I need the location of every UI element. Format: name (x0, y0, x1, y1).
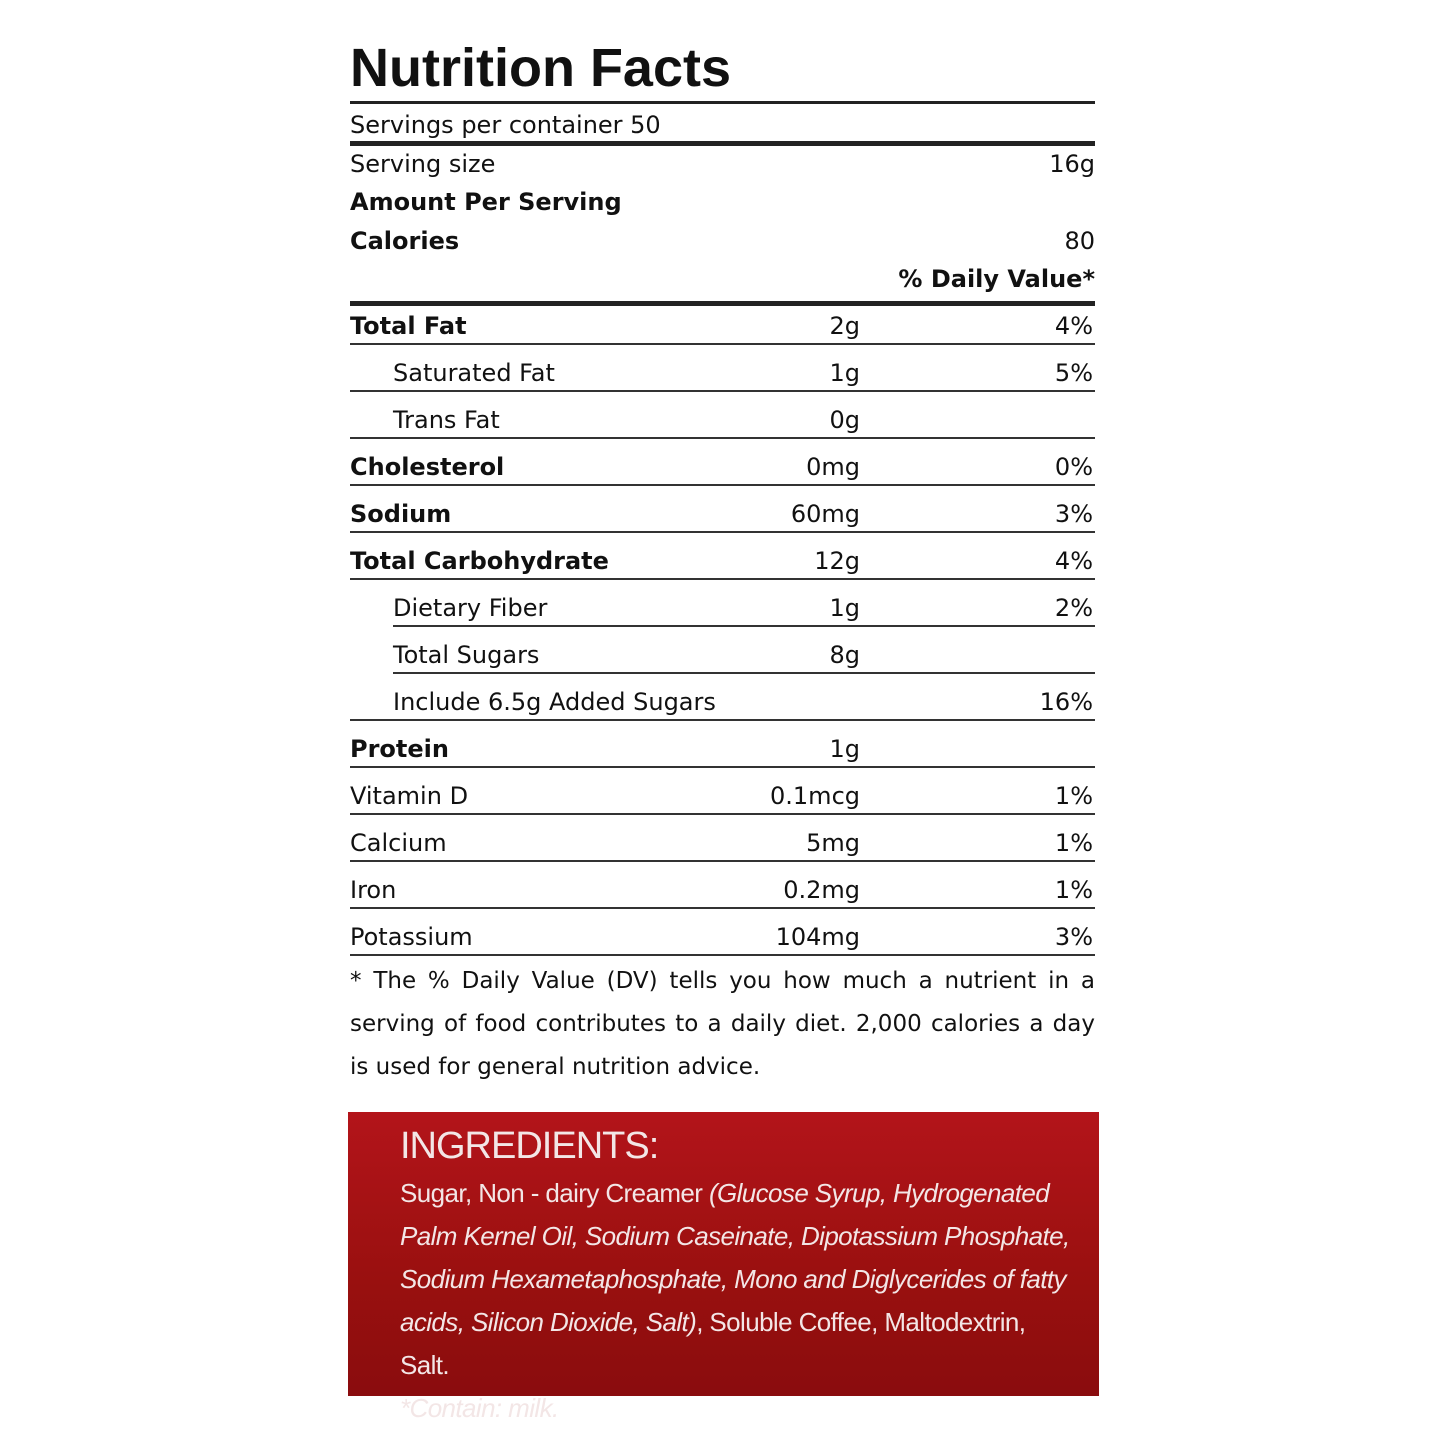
servings: Servings per container 50 (350, 111, 661, 139)
nutrient-name: Vitamin D (350, 782, 469, 810)
nutrient-name: Trans Fat (393, 406, 500, 434)
ingredients-text: Sugar, Non - dairy Creamer (Glucose Syru… (400, 1172, 1080, 1430)
nutrient-dv: 2% (1054, 594, 1093, 622)
ingredients-box: INGREDIENTS: Sugar, Non - dairy Creamer … (348, 1112, 1099, 1423)
nutrient-amount: 8g (829, 641, 860, 669)
nutrient-dv: 1% (1054, 829, 1093, 857)
nutrient-name: Dietary Fiber (393, 594, 548, 622)
rule (393, 672, 1095, 674)
nutrient-amount: 5mg (806, 829, 860, 857)
footnote: * The % Daily Value (DV) tells you how m… (350, 968, 1095, 1080)
nutrient-dv: 0% (1054, 453, 1093, 481)
daily-value-header: % Daily Value* (898, 265, 1095, 293)
amount-per-serving: Amount Per Serving (350, 188, 622, 216)
nutrient-dv: 3% (1054, 923, 1093, 951)
rule (350, 813, 1095, 815)
rule (350, 484, 1095, 486)
nutrient-amount: 60mg (790, 500, 860, 528)
nutrient-name: Sodium (350, 500, 452, 528)
nutrient-amount: 1g (829, 735, 860, 763)
ingredients-note: *Contain: milk. (400, 1393, 559, 1423)
nutrient-name: Total Carbohydrate (350, 547, 609, 575)
nutrient-name: Saturated Fat (393, 359, 555, 387)
rule (350, 954, 1095, 956)
nutrient-name: Calcium (350, 829, 447, 857)
ingredient-segment: (Glucose Syrup, Hydrogenated Palm Kernel… (400, 1178, 1070, 1337)
nutrient-name: Potassium (350, 923, 473, 951)
nutrient-amount: 0g (829, 406, 860, 434)
nutrient-dv: 1% (1054, 782, 1093, 810)
nutrient-dv: 1% (1054, 876, 1093, 904)
nutrient-dv: 5% (1054, 359, 1093, 387)
rule (350, 141, 1095, 146)
ingredient-segment: Sugar, Non - dairy Creamer (400, 1178, 709, 1208)
nutrient-amount: 0.1mcg (770, 782, 860, 810)
nutrient-name: Iron (350, 876, 397, 904)
nutrient-dv: 4% (1054, 312, 1093, 340)
ingredient-segment: , Soluble Coffee, Maltodextrin, Salt. (400, 1307, 1026, 1380)
nutrient-dv: 16% (1039, 688, 1093, 716)
ingredients-title: INGREDIENTS: (400, 1125, 659, 1167)
calories-label: Calories (350, 227, 460, 255)
nutrient-dv: 3% (1054, 500, 1093, 528)
rule (350, 301, 1095, 306)
serving-size-value: 16g (1049, 150, 1095, 178)
rule (350, 766, 1095, 768)
nutrient-amount: 0.2mg (783, 876, 860, 904)
rule (393, 625, 1095, 627)
calories-value: 80 (1064, 227, 1095, 255)
nutrient-amount: 0mg (806, 453, 860, 481)
nutrient-name: Total Fat (350, 312, 467, 340)
rule (350, 101, 1095, 104)
nutrient-amount: 1g (829, 359, 860, 387)
nutrient-name: Include 6.5g Added Sugars (393, 688, 716, 716)
serving-size-label: Serving size (350, 150, 496, 178)
rule (350, 390, 1095, 392)
nutrient-name: Total Sugars (393, 641, 540, 669)
nutrient-name: Cholesterol (350, 453, 505, 481)
rule (350, 531, 1095, 533)
rule (350, 860, 1095, 862)
nutrient-name: Protein (350, 735, 449, 763)
nutrient-amount: 104mg (775, 923, 860, 951)
title: Nutrition Facts (350, 38, 732, 98)
nutrient-amount: 12g (814, 547, 860, 575)
rule (350, 343, 1095, 345)
nutrient-dv: 4% (1054, 547, 1093, 575)
rule (350, 437, 1095, 439)
rule (350, 719, 1095, 721)
rule (350, 907, 1095, 909)
nutrient-amount: 2g (829, 312, 860, 340)
rule (350, 578, 1095, 580)
nutrient-amount: 1g (829, 594, 860, 622)
